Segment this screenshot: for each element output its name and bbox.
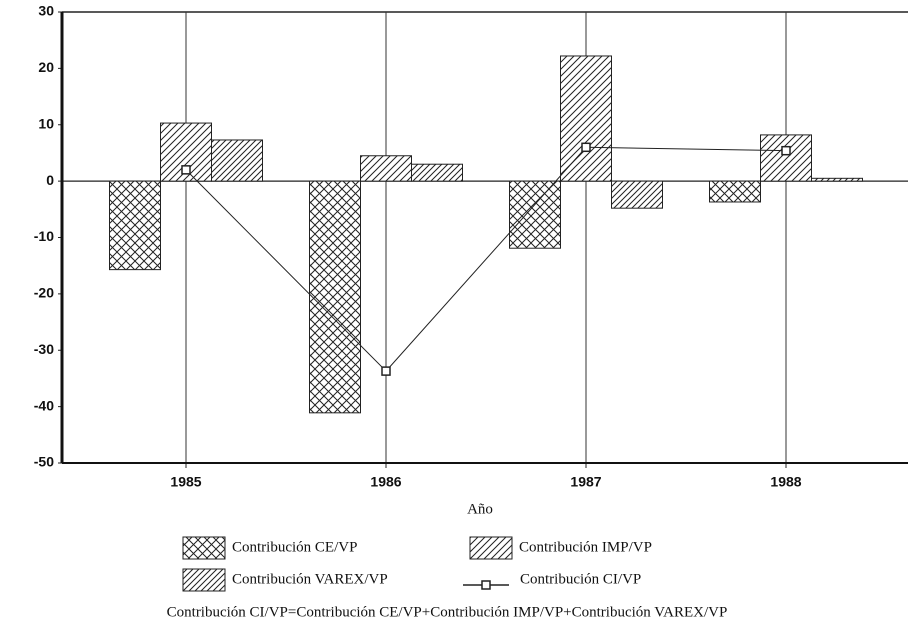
x-tick-label: 1985 xyxy=(170,474,201,490)
legend-swatch xyxy=(182,568,226,592)
y-tick-label: 30 xyxy=(38,3,54,19)
y-tick-label: -40 xyxy=(34,397,54,413)
y-tick-label: 0 xyxy=(46,172,54,188)
y-tick-label: 20 xyxy=(38,59,54,75)
line-marker xyxy=(181,165,191,175)
bar xyxy=(211,139,263,182)
legend-label: Contribución IMP/VP xyxy=(519,539,652,555)
legend-marker xyxy=(481,580,491,590)
legend-label: Contribución VAREX/VP xyxy=(232,571,388,587)
line-marker xyxy=(381,366,391,376)
y-tick-label: 10 xyxy=(38,115,54,131)
y-tick-label: -50 xyxy=(34,454,54,470)
bar xyxy=(811,177,863,182)
bar xyxy=(560,55,612,182)
x-tick-label: 1986 xyxy=(370,474,401,490)
x-tick-label: 1987 xyxy=(570,474,601,490)
bar xyxy=(360,155,412,182)
bar xyxy=(411,163,463,182)
bar xyxy=(760,134,812,182)
bar xyxy=(109,180,161,271)
legend-label: Contribución CE/VP xyxy=(232,539,357,555)
line xyxy=(185,146,787,372)
footnote: Contribución CI/VP=Contribución CE/VP+Co… xyxy=(167,604,728,620)
line-marker xyxy=(781,145,791,156)
bar xyxy=(709,180,761,203)
line-marker xyxy=(581,142,591,153)
legend-label: Contribución CI/VP xyxy=(520,571,641,587)
legend-swatch xyxy=(182,536,226,560)
y-tick-label: -10 xyxy=(34,228,54,244)
y-tick-label: -20 xyxy=(34,285,54,301)
bar xyxy=(611,180,663,209)
x-tick-label: 1988 xyxy=(770,474,801,490)
legend-swatch xyxy=(469,536,513,560)
bar xyxy=(309,180,361,414)
bar xyxy=(509,180,561,249)
x-axis-label: Año xyxy=(467,501,493,517)
y-tick-label: -30 xyxy=(34,341,54,357)
